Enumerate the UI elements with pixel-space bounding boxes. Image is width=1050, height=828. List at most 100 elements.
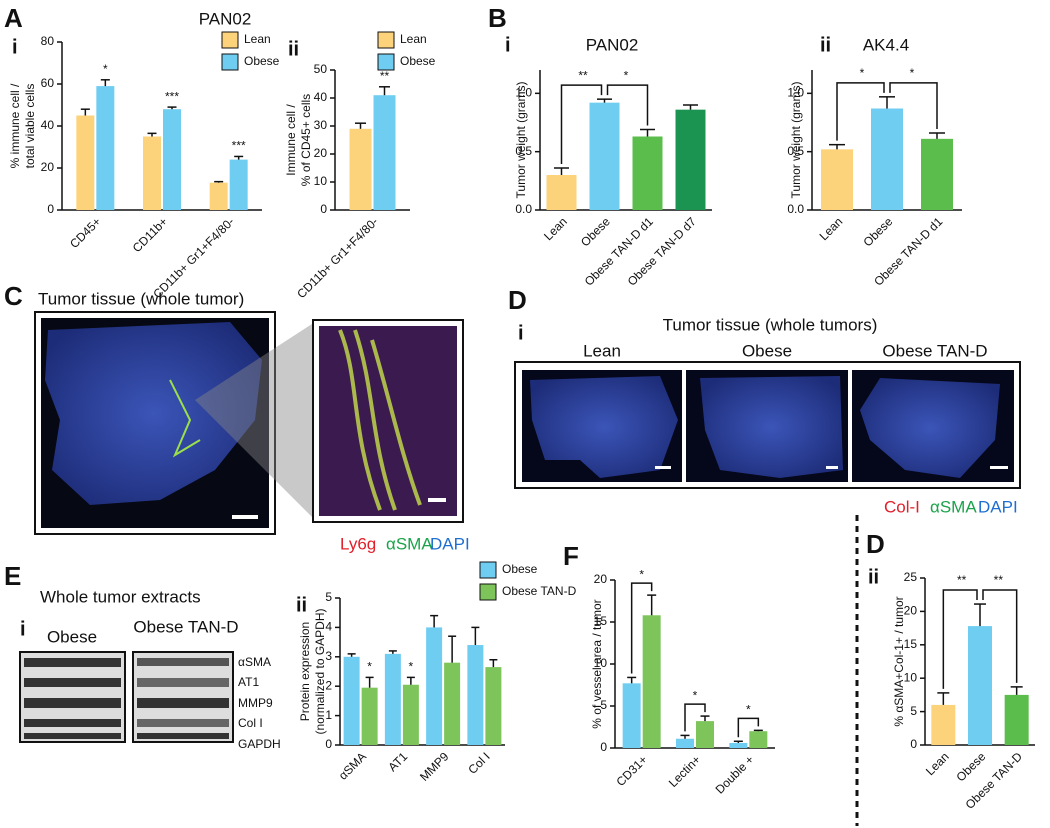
significance-label: *	[860, 66, 865, 80]
panel-letter: A	[4, 3, 23, 33]
y-axis-label: Tumor weight (grams)	[514, 82, 528, 199]
x-tick-label: Col I	[465, 749, 492, 776]
bar	[921, 138, 953, 210]
x-tick-label: Double +	[713, 752, 757, 796]
significance-bracket	[684, 703, 706, 732]
bar	[96, 86, 115, 210]
group-label: Obese TAN-D	[133, 617, 238, 636]
x-tick-label: Obese	[860, 214, 895, 249]
band-label: αSMA	[238, 655, 271, 669]
y-tick-label: 10	[314, 174, 328, 188]
tissue	[45, 322, 262, 505]
bar	[444, 662, 461, 745]
subpanel-label: i	[505, 34, 511, 56]
bar	[622, 683, 641, 748]
significance-label: *	[409, 660, 414, 674]
y-tick-label: 0	[320, 202, 327, 216]
panel-letter: D	[508, 285, 527, 315]
bar	[361, 687, 378, 745]
legend-label: Lean	[244, 32, 271, 46]
legend-swatch	[377, 53, 395, 71]
band-label: MMP9	[238, 696, 273, 710]
panel-title: Whole tumor extracts	[40, 587, 201, 606]
significance-label: ***	[232, 139, 246, 153]
y-tick-label: 2	[325, 678, 332, 692]
significance-label: **	[957, 573, 967, 587]
bar	[485, 667, 502, 745]
bar	[343, 656, 360, 745]
zoom-cone	[195, 322, 315, 520]
y-tick-label: 0	[600, 740, 607, 754]
significance-label: **	[380, 69, 390, 83]
y-axis-label: Tumor weight (grams)	[789, 82, 803, 199]
bar	[163, 109, 181, 210]
y-axis-label: % of CD45+ cells	[299, 94, 313, 186]
stain-label: αSMA	[930, 497, 977, 516]
bar	[546, 175, 577, 210]
significance-bracket	[836, 82, 885, 141]
x-tick-label: Lean	[923, 749, 952, 778]
y-tick-label: 0	[910, 737, 917, 751]
y-tick-label: 0.5	[787, 144, 804, 158]
significance-bracket	[942, 589, 978, 689]
significance-label: *	[624, 68, 629, 82]
legend-swatch	[377, 31, 395, 49]
y-tick-label: 5	[910, 704, 917, 718]
significance-bracket	[560, 84, 603, 164]
significance-label: *	[367, 660, 372, 674]
significance-label: **	[994, 573, 1004, 587]
y-tick-label: 1	[325, 708, 332, 722]
stain-label: DAPI	[978, 497, 1018, 516]
scale-bar	[990, 466, 1008, 469]
legend-label: Obese	[502, 562, 538, 576]
bar	[821, 149, 853, 210]
x-tick-label: Obese	[578, 214, 613, 249]
subpanel-label: i	[518, 322, 524, 344]
y-tick-label: 0.0	[787, 202, 804, 216]
scale-bar	[655, 466, 671, 469]
y-tick-label: 40	[41, 118, 55, 132]
group-label: Obese TAN-D	[882, 341, 987, 360]
bar	[696, 721, 714, 748]
bar	[749, 731, 768, 748]
x-tick-label: AT1	[385, 749, 410, 774]
legend-swatch	[221, 53, 239, 71]
chart-title: PAN02	[586, 35, 639, 54]
group-label: Obese	[742, 341, 792, 360]
significance-label: *	[639, 567, 644, 581]
panel-letter: C	[4, 281, 23, 311]
subpanel-label: ii	[820, 34, 831, 56]
bar	[676, 738, 694, 748]
band-label: AT1	[238, 675, 259, 689]
bar	[1004, 694, 1029, 745]
significance-bracket	[606, 84, 649, 126]
x-tick-label: CD11b+	[130, 214, 171, 255]
significance-label: *	[693, 688, 698, 702]
band-label: Col I	[238, 716, 263, 730]
x-tick-label: Lean	[541, 214, 570, 243]
x-tick-label: Lean	[817, 214, 846, 243]
bar	[426, 627, 443, 745]
stain	[169, 379, 201, 458]
bar	[76, 115, 95, 210]
y-tick-label: 0	[325, 737, 332, 751]
bar	[384, 653, 401, 745]
x-tick-label: CD11b+ Gr1+F4/80-	[294, 214, 381, 301]
bar	[871, 108, 903, 210]
legend-label: Obese	[400, 54, 436, 68]
subpanel-label: i	[20, 618, 26, 640]
panel-title: Tumor tissue (whole tumor)	[38, 289, 244, 308]
y-axis-label: total viable cells	[23, 84, 37, 169]
significance-bracket	[737, 717, 760, 738]
panel-letter: D	[866, 529, 885, 559]
y-tick-label: 50	[314, 62, 328, 76]
x-tick-label: CD31+	[613, 752, 650, 789]
legend-label: Obese	[244, 54, 280, 68]
y-tick-label: 5	[325, 590, 332, 604]
y-tick-label: 1.0	[515, 86, 532, 100]
chart-title: PAN02	[199, 9, 252, 28]
y-axis-label: % immune cell /	[8, 83, 22, 168]
y-tick-label: 10	[904, 670, 918, 684]
x-tick-label: αSMA	[336, 749, 369, 782]
